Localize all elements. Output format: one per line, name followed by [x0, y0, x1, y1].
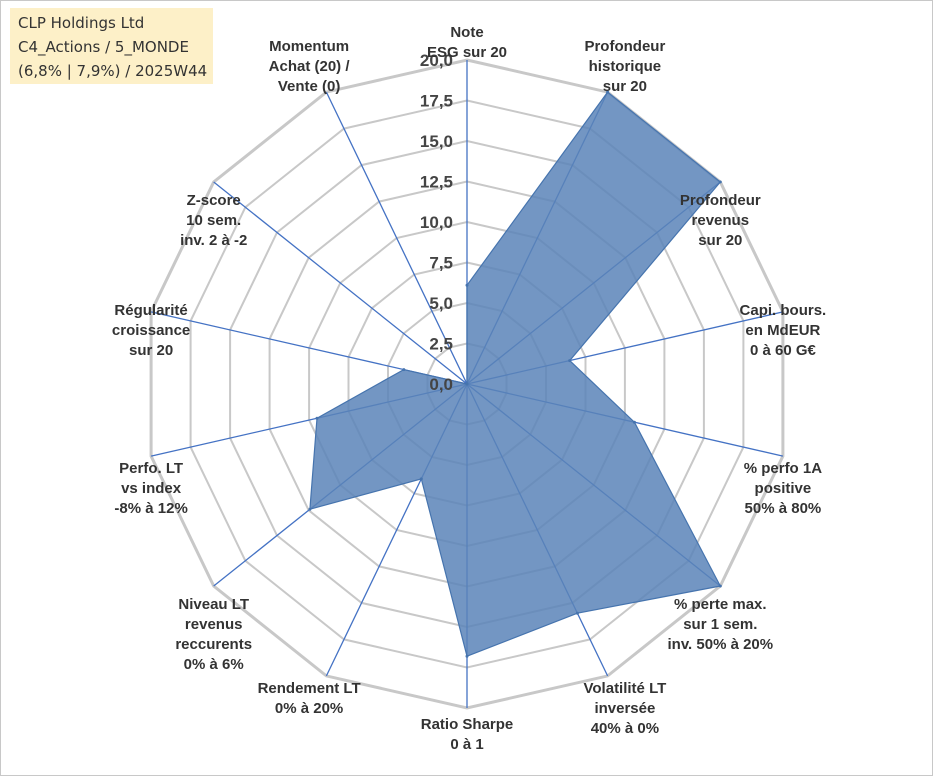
axis-label-4-line-3: 0 à 60 G€	[750, 342, 817, 359]
axis-label-6-line-2: sur 1 sem.	[683, 616, 757, 633]
axis-label-7-line-1: Volatilité LT	[584, 680, 667, 697]
axis-label-13-line-2: 10 sem.	[186, 212, 241, 229]
data-point-11	[315, 416, 319, 420]
axis-label-7-line-3: 40% à 0%	[591, 720, 659, 737]
axis-label-6-line-1: % perte max.	[674, 596, 767, 613]
axis-label-3-line-2: revenus	[692, 212, 750, 229]
axis-label-5: % perfo 1A positive 50% à 80%	[744, 460, 823, 517]
axis-spoke-13	[213, 181, 468, 385]
axis-label-3-line-3: sur 20	[698, 232, 742, 249]
axis-label-5-line-2: positive	[755, 480, 812, 497]
axis-label-11-line-3: -8% à 12%	[114, 500, 187, 517]
axis-label-14-line-3: Vente (0)	[278, 78, 341, 95]
axis-label-1: Note ESG sur 20	[427, 24, 507, 61]
axis-label-3-line-1: Profondeur	[680, 192, 761, 209]
axis-label-14: Momentum Achat (20) / Vente (0)	[269, 38, 351, 95]
tick-label-1: 2,5	[429, 335, 453, 354]
axis-label-13: Z-score 10 sem. inv. 2 à -2	[180, 192, 247, 249]
axis-label-4-line-2: en MdEUR	[745, 322, 820, 339]
info-performance-week: (6,8% | 7,9%) / 2025W44	[18, 62, 208, 80]
axis-label-2: Profondeur historique sur 20	[584, 38, 665, 95]
radar-series	[308, 90, 722, 658]
axis-label-13-line-3: inv. 2 à -2	[180, 232, 247, 249]
tick-label-2: 5,0	[429, 294, 453, 313]
tick-label-5: 12,5	[420, 173, 453, 192]
axis-label-12-line-2: croissance	[112, 322, 190, 339]
axis-label-6: % perte max. sur 1 sem. inv. 50% à 20%	[667, 596, 773, 653]
axis-label-12-line-3: sur 20	[129, 342, 173, 359]
radar-axis-labels: Note ESG sur 20 Profondeur historique sur 20…	[112, 24, 826, 753]
axis-label-8-line-1: Ratio Sharpe	[421, 716, 514, 733]
tick-label-4: 10,0	[420, 213, 453, 232]
axis-label-1-line-2: ESG sur 20	[427, 44, 507, 61]
axis-label-10-line-2: revenus	[185, 616, 243, 633]
axis-label-10-line-1: Niveau LT	[178, 596, 249, 613]
axis-label-11-line-2: vs index	[121, 480, 182, 497]
axis-label-7: Volatilité LT inversée 40% à 0%	[584, 680, 667, 737]
data-point-5	[632, 420, 636, 424]
axis-label-1-line-1: Note	[450, 24, 483, 41]
axis-label-3: Profondeur revenus sur 20	[680, 192, 761, 249]
info-box: CLP Holdings Ltd C4_Actions / 5_MONDE (6…	[10, 8, 213, 84]
data-point-2	[606, 90, 610, 94]
axis-spoke-14	[325, 91, 468, 385]
axis-label-11-line-1: Perfo. LT	[119, 460, 183, 477]
axis-label-2-line-2: historique	[589, 58, 662, 75]
data-point-3	[718, 180, 722, 184]
data-point-6	[718, 584, 722, 588]
axis-label-9: Rendement LT 0% à 20%	[258, 680, 361, 717]
axis-label-9-line-2: 0% à 20%	[275, 700, 343, 717]
axis-label-10: Niveau LT revenus reccurents 0% à 6%	[175, 596, 252, 673]
data-point-12	[402, 368, 406, 372]
tick-label-7: 17,5	[420, 92, 453, 111]
axis-label-5-line-1: % perfo 1A	[744, 460, 823, 477]
axis-label-8-line-2: 0 à 1	[450, 736, 483, 753]
axis-label-7-line-2: inversée	[594, 700, 655, 717]
data-point-10	[308, 507, 312, 511]
axis-label-14-line-2: Achat (20) /	[269, 58, 351, 75]
axis-label-4: Capi. bours. en MdEUR 0 à 60 G€	[740, 302, 827, 359]
data-point-9	[419, 477, 423, 481]
info-company-name: CLP Holdings Ltd	[18, 14, 145, 32]
tick-label-6: 15,0	[420, 132, 453, 151]
axis-label-5-line-3: 50% à 80%	[745, 500, 822, 517]
axis-label-2-line-3: sur 20	[603, 78, 647, 95]
tick-label-8: 20,0	[420, 51, 453, 70]
data-point-4	[568, 359, 572, 363]
axis-label-8: Ratio Sharpe 0 à 1	[421, 716, 514, 753]
info-category: C4_Actions / 5_MONDE	[18, 38, 189, 56]
tick-label-0: 0,0	[429, 375, 453, 394]
axis-label-6-line-3: inv. 50% à 20%	[667, 636, 773, 653]
data-point-14	[465, 382, 469, 386]
tick-label-3: 7,5	[429, 254, 453, 273]
axis-label-11: Perfo. LT vs index -8% à 12%	[114, 460, 187, 517]
data-point-7	[575, 611, 579, 615]
data-point-8	[465, 654, 469, 658]
axis-label-2-line-1: Profondeur	[584, 38, 665, 55]
axis-label-14-line-1: Momentum	[269, 38, 349, 55]
axis-label-4-line-1: Capi. bours.	[740, 302, 827, 319]
axis-label-10-line-3: reccurents	[175, 636, 252, 653]
axis-label-12-line-1: Régularité	[114, 302, 187, 319]
axis-label-9-line-1: Rendement LT	[258, 680, 361, 697]
axis-label-12: Régularité croissance sur 20	[112, 302, 190, 359]
data-series-area	[309, 91, 722, 658]
data-point-1	[465, 283, 469, 287]
axis-label-13-line-1: Z-score	[187, 192, 241, 209]
radar-tick-labels: 0,0 2,5 5,0 7,5 10,0 12,5 15,0 17,5 20,0	[420, 51, 453, 394]
axis-label-10-line-4: 0% à 6%	[184, 656, 244, 673]
